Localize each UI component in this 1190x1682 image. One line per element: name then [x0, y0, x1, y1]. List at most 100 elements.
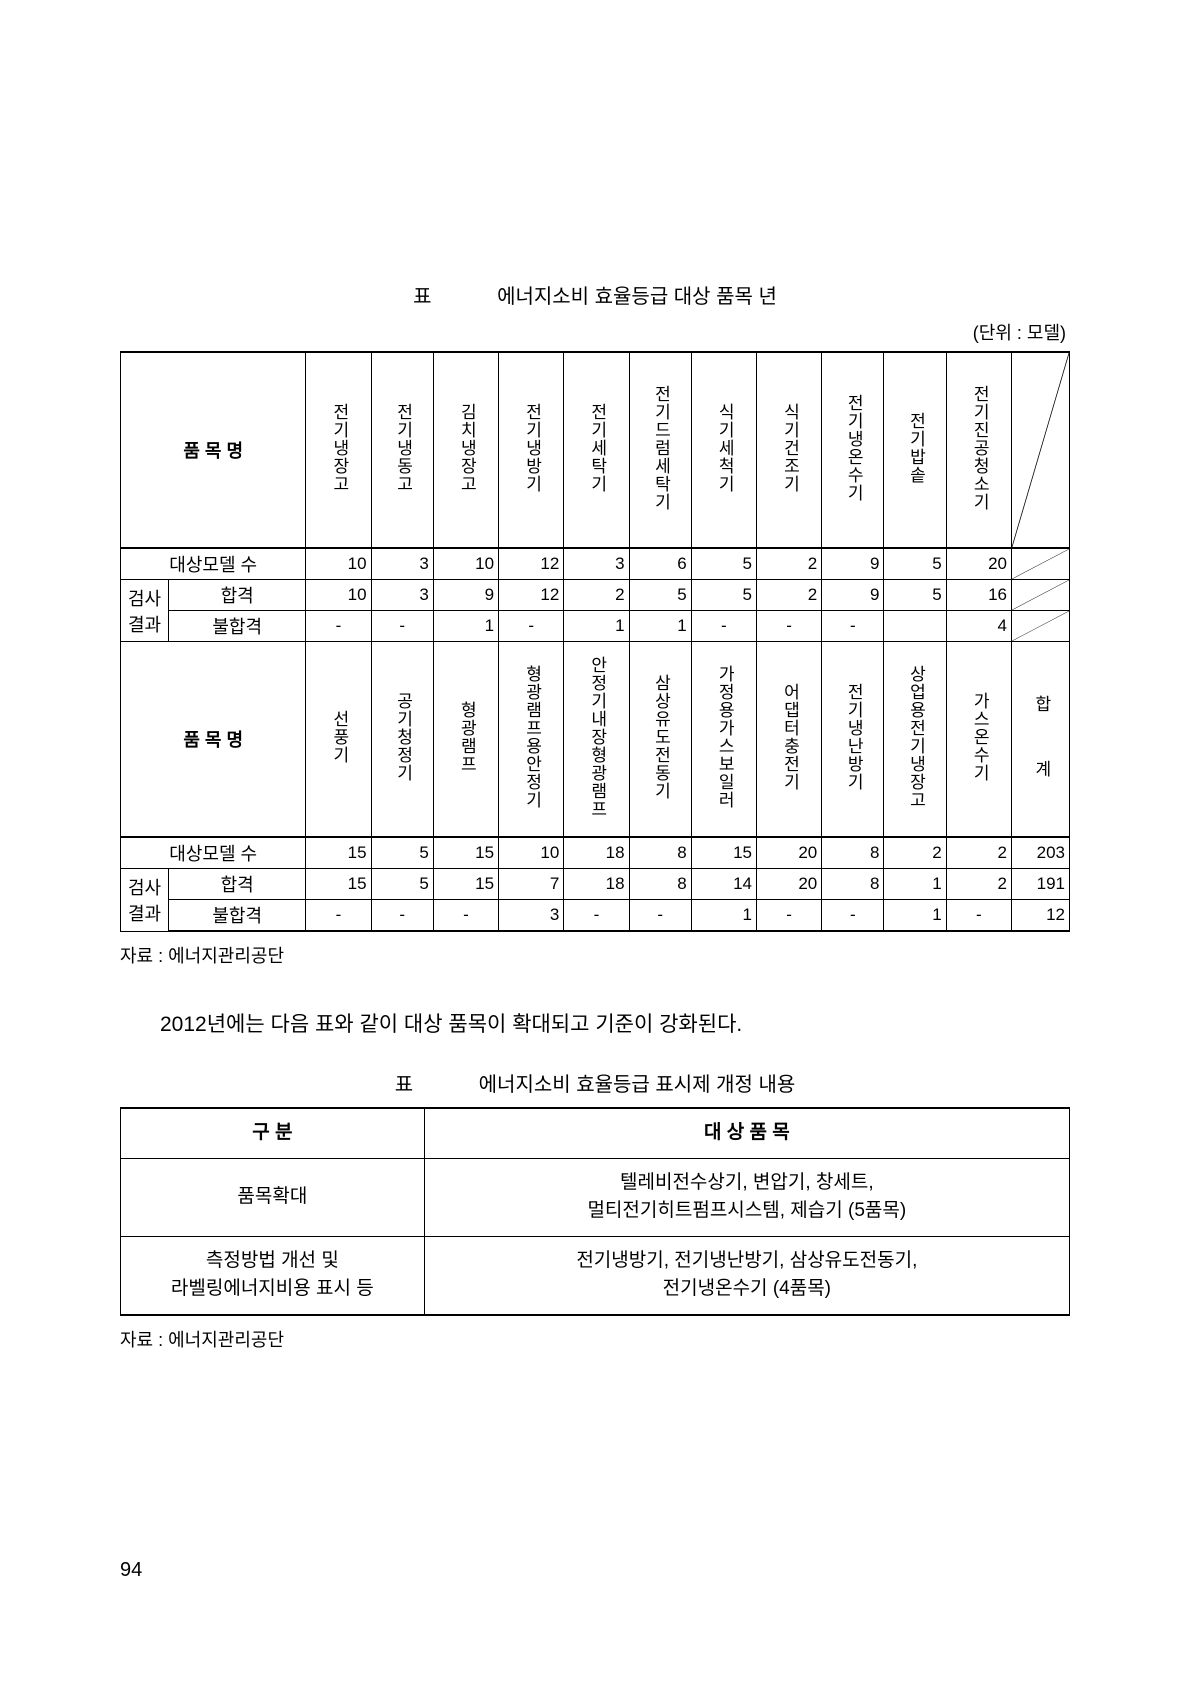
- table-cell: 5: [371, 837, 433, 869]
- column-header: 형광램프: [433, 642, 498, 838]
- column-header: 전기진공청소기: [946, 352, 1011, 548]
- table-cell: 5: [371, 869, 433, 900]
- row-label-fail: 불합격: [169, 900, 306, 932]
- column-header: 전기세탁기: [564, 352, 629, 548]
- table-cell: 2: [946, 869, 1011, 900]
- row-label-target: 대상모델 수: [121, 548, 306, 580]
- table-cell: 3: [499, 900, 564, 932]
- table-cell: -: [371, 611, 433, 642]
- efficiency-table: 품 목 명전기냉장고전기냉동고김치냉장고전기냉방기전기세탁기전기드럼세탁기식기세…: [120, 351, 1070, 932]
- diagonal-cell: [1012, 352, 1070, 548]
- table-cell: -: [757, 611, 822, 642]
- table-cell: 5: [691, 580, 756, 611]
- revision-table: 구 분 대 상 품 목 품목확대텔레비전수상기, 변압기, 창세트,멀티전기히트…: [120, 1107, 1070, 1316]
- column-header: 식기세척기: [691, 352, 756, 548]
- column-header: 삼상유도전동기: [629, 642, 691, 838]
- column-header: 공기청정기: [371, 642, 433, 838]
- table-cell: -: [564, 900, 629, 932]
- table-cell: 10: [306, 580, 371, 611]
- table-cell: 8: [629, 869, 691, 900]
- column-header: 형광램프용안정기: [499, 642, 564, 838]
- column-header: 전기드럼세탁기: [629, 352, 691, 548]
- column-header: 어댑터충전기: [757, 642, 822, 838]
- table-cell: 1: [564, 611, 629, 642]
- table1-caption-title: 에너지소비 효율등급 대상 품목 년: [497, 286, 777, 308]
- table-cell: 20: [757, 869, 822, 900]
- row-label-inspect: 검사결과: [121, 869, 169, 932]
- table-cell: 1: [629, 611, 691, 642]
- page-number: 94: [120, 1559, 142, 1582]
- table-cell: 18: [564, 869, 629, 900]
- column-header: 김치냉장고: [433, 352, 498, 548]
- table2-caption: 표 에너지소비 효율등급 표시제 개정 내용: [120, 1068, 1070, 1097]
- table-cell: 1: [884, 900, 946, 932]
- diagonal-cell: [1012, 580, 1070, 611]
- table-cell: 1: [433, 611, 498, 642]
- table-cell: -: [371, 900, 433, 932]
- table-cell: -: [822, 611, 884, 642]
- table-cell: 5: [629, 580, 691, 611]
- product-name-header: 품 목 명: [121, 642, 306, 838]
- table-cell: 1: [884, 869, 946, 900]
- table-cell: 15: [433, 869, 498, 900]
- table2-caption-label: 표: [395, 1074, 413, 1096]
- row-label-inspect: 검사결과: [121, 580, 169, 642]
- table1-source: 자료 : 에너지관리공단: [120, 942, 1070, 968]
- column-header: 안정기내장형광램프: [564, 642, 629, 838]
- table-cell: -: [433, 900, 498, 932]
- column-header: 선풍기: [306, 642, 371, 838]
- table-cell: 191: [1012, 869, 1070, 900]
- table-cell: 2: [757, 548, 822, 580]
- table2-caption-title: 에너지소비 효율등급 표시제 개정 내용: [479, 1074, 796, 1096]
- table-cell: [884, 611, 946, 642]
- table-cell: -: [946, 900, 1011, 932]
- row-label-pass: 합격: [169, 580, 306, 611]
- table-cell: 7: [499, 869, 564, 900]
- table-cell: 18: [564, 837, 629, 869]
- column-header: 전기냉난방기: [822, 642, 884, 838]
- table-cell: -: [691, 611, 756, 642]
- table-cell: 9: [433, 580, 498, 611]
- table-cell: -: [629, 900, 691, 932]
- table-cell: 10: [433, 548, 498, 580]
- column-header: 전기냉방기: [499, 352, 564, 548]
- t2-row-label: 측정방법 개선 및라벨링에너지비용 표시 등: [121, 1236, 425, 1315]
- table-cell: 2: [564, 580, 629, 611]
- table-cell: 203: [1012, 837, 1070, 869]
- table-cell: 20: [946, 548, 1011, 580]
- table-cell: -: [499, 611, 564, 642]
- table-cell: 15: [433, 837, 498, 869]
- column-header: 식기건조기: [757, 352, 822, 548]
- table-cell: 4: [946, 611, 1011, 642]
- table-cell: 15: [306, 869, 371, 900]
- table-cell: 1: [691, 900, 756, 932]
- table-cell: 2: [884, 837, 946, 869]
- row-label-fail: 불합격: [169, 611, 306, 642]
- t2-row-label: 품목확대: [121, 1158, 425, 1236]
- table-cell: 3: [371, 580, 433, 611]
- t2-row-content: 전기냉방기, 전기냉난방기, 삼상유도전동기,전기냉온수기 (4품목): [424, 1236, 1069, 1315]
- table-cell: 5: [884, 580, 946, 611]
- row-label-pass: 합격: [169, 869, 306, 900]
- table-cell: -: [822, 900, 884, 932]
- table1-caption-label: 표: [413, 286, 431, 308]
- table-cell: 9: [822, 580, 884, 611]
- table-cell: 2: [757, 580, 822, 611]
- t2-head-col1: 구 분: [121, 1108, 425, 1158]
- table2-source: 자료 : 에너지관리공단: [120, 1326, 1070, 1352]
- table-cell: 2: [946, 837, 1011, 869]
- row-label-target: 대상모델 수: [121, 837, 306, 869]
- table-cell: 12: [499, 580, 564, 611]
- table-cell: 5: [691, 548, 756, 580]
- unit-note: (단위 : 모델): [120, 319, 1070, 345]
- table-cell: 15: [306, 837, 371, 869]
- table-cell: 3: [371, 548, 433, 580]
- diagonal-cell: [1012, 611, 1070, 642]
- table-cell: 16: [946, 580, 1011, 611]
- table1-caption: 표 에너지소비 효율등급 대상 품목 년: [120, 280, 1070, 309]
- table-cell: 6: [629, 548, 691, 580]
- table-cell: 12: [499, 548, 564, 580]
- body-paragraph: 2012년에는 다음 표와 같이 대상 품목이 확대되고 기준이 강화된다.: [160, 1008, 1070, 1038]
- table-cell: -: [306, 611, 371, 642]
- t2-row-content: 텔레비전수상기, 변압기, 창세트,멀티전기히트펌프시스템, 제습기 (5품목): [424, 1158, 1069, 1236]
